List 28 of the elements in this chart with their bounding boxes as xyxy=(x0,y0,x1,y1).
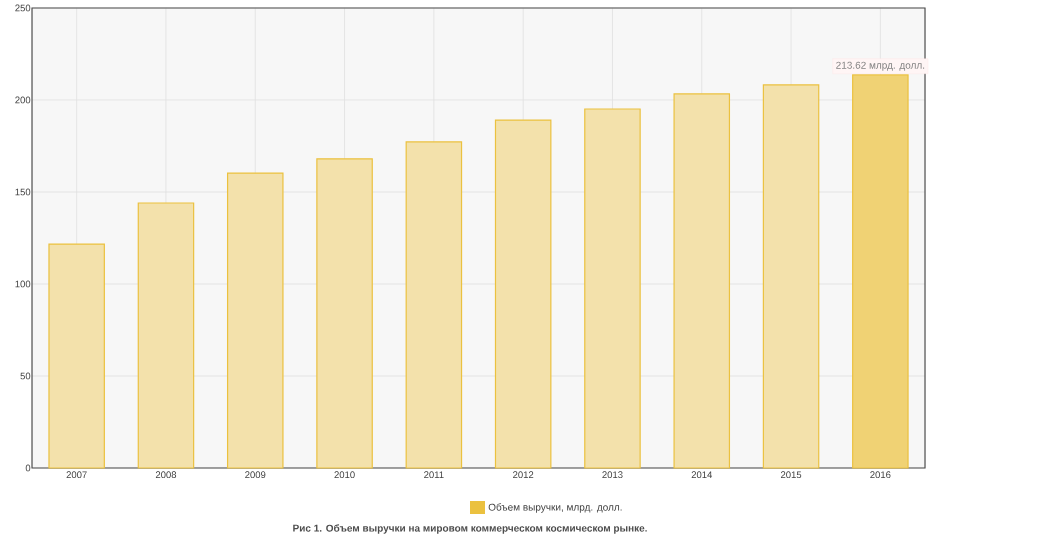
y-tick-label: 250 xyxy=(15,4,31,12)
x-tick-label: 2014 xyxy=(691,471,713,479)
text: Объем выручки, млрд. долл. xyxy=(488,503,622,513)
x-tick-label: 2011 xyxy=(424,471,444,479)
bar xyxy=(137,202,195,469)
y-tick-label: 50 xyxy=(20,372,31,380)
bar xyxy=(673,93,731,469)
y-tick-label: 100 xyxy=(15,280,31,288)
bar xyxy=(494,119,552,469)
x-tick-label: 2007 xyxy=(66,471,87,479)
x-tick-label: 2009 xyxy=(245,471,266,479)
bar xyxy=(584,108,641,469)
x-tick-label: 2010 xyxy=(334,471,355,479)
data-label: 213.62 млрд. долл. xyxy=(836,61,925,71)
bar xyxy=(48,243,105,469)
y-tick-label: 0 xyxy=(25,464,31,472)
y-tick-label: 200 xyxy=(15,96,31,104)
x-tick-label: 2008 xyxy=(155,471,177,479)
bar xyxy=(762,84,820,469)
x-tick-label: 2015 xyxy=(780,471,802,479)
x-tick-label: 2016 xyxy=(870,471,891,479)
bar xyxy=(226,172,284,469)
x-tick-label: 2012 xyxy=(513,471,534,479)
bar xyxy=(316,158,373,469)
x-tick-label: 2013 xyxy=(602,471,623,479)
y-tick-label: 150 xyxy=(15,188,31,196)
text: Рис 1. Объем выручки на мировом коммерческом космическом рынке. xyxy=(293,524,647,534)
bar xyxy=(405,141,463,469)
